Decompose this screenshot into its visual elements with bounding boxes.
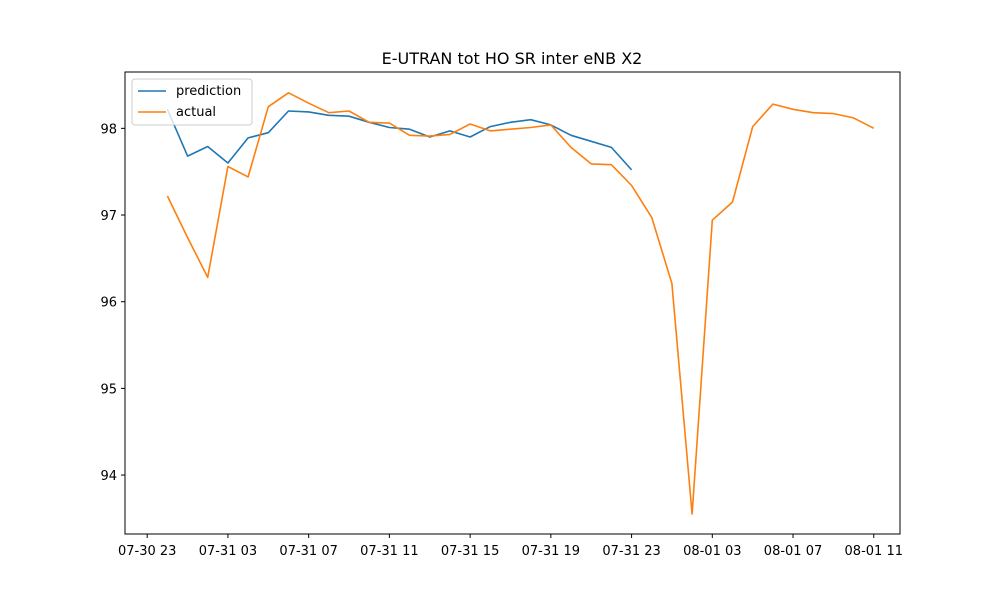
x-tick-label: 08-01 11 [845, 544, 903, 559]
y-tick-label: 95 [100, 382, 117, 397]
y-tick-label: 97 [100, 209, 117, 224]
x-tick-label: 08-01 07 [764, 544, 822, 559]
x-axis: 07-30 23 07-31 03 07-31 07 07-31 11 07-31 15… [118, 534, 903, 559]
plot-frame [124, 71, 901, 535]
x-tick-label: 07-31 07 [279, 544, 337, 559]
y-tick-label: 94 [100, 469, 117, 484]
x-tick-label: 07-31 23 [602, 544, 660, 559]
x-tick-label: 07-31 15 [441, 544, 499, 559]
y-axis: 94 95 96 97 98 [100, 122, 125, 484]
x-tick-label: 07-31 03 [199, 544, 257, 559]
legend: prediction actual [131, 78, 253, 126]
legend-label-prediction: prediction [176, 84, 241, 99]
series-line-actual [166, 92, 875, 515]
y-tick-label: 98 [100, 122, 117, 137]
x-tick-label: 07-31 11 [360, 544, 418, 559]
legend-label-actual: actual [176, 105, 216, 120]
x-tick-label: 07-30 23 [118, 544, 176, 559]
x-tick-label: 08-01 03 [683, 544, 741, 559]
y-tick-label: 96 [100, 296, 117, 311]
series-layer [166, 92, 875, 515]
x-tick-label: 07-31 19 [522, 544, 580, 559]
chart-title: E-UTRAN tot HO SR inter eNB X2 [382, 49, 643, 68]
